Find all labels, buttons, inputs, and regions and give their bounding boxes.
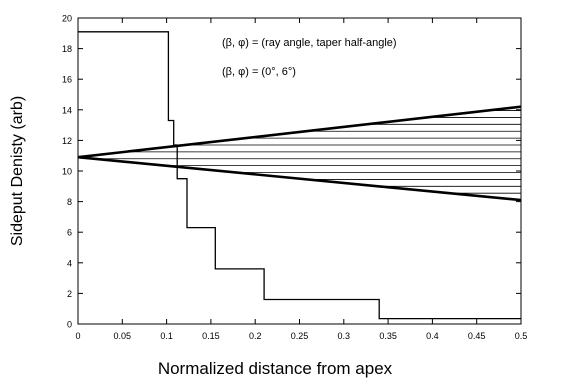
y-tick-label: 0 xyxy=(67,320,72,330)
y-axis-ticks: 0 2 4 6 8 10 12 14 16 18 20 xyxy=(62,14,521,330)
x-tick-label: 0.45 xyxy=(468,331,486,341)
wedge-boundary-line-2 xyxy=(77,155,522,202)
y-tick-label: 14 xyxy=(62,105,72,115)
y-tick-label: 12 xyxy=(62,136,72,146)
y-tick-label: 20 xyxy=(62,14,72,24)
x-tick-label: 0.5 xyxy=(515,331,528,341)
x-tick-label: 0.05 xyxy=(114,331,132,341)
annotation-definition: (β, φ) = (ray angle, taper half-angle) xyxy=(222,37,397,49)
hatched-region xyxy=(93,110,521,194)
y-tick-label: 8 xyxy=(67,197,72,207)
x-tick-label: 0 xyxy=(75,331,80,341)
wedge-boundary-line-1 xyxy=(77,105,522,159)
y-axis-label: Sideput Denisty (arb) xyxy=(9,96,26,246)
x-axis-label: Normalized distance from apex xyxy=(158,359,393,378)
x-tick-label: 0.3 xyxy=(338,331,351,341)
x-tick-label: 0.4 xyxy=(426,331,439,341)
x-tick-label: 0.1 xyxy=(160,331,173,341)
y-tick-label: 18 xyxy=(62,44,72,54)
series-layer xyxy=(77,31,522,320)
y-tick-label: 16 xyxy=(62,75,72,85)
y-tick-label: 6 xyxy=(67,228,72,238)
x-tick-label: 0.35 xyxy=(379,331,397,341)
x-tick-label: 0.2 xyxy=(249,331,262,341)
y-tick-label: 2 xyxy=(67,289,72,299)
y-tick-label: 4 xyxy=(67,258,72,268)
x-tick-label: 0.15 xyxy=(202,331,220,341)
annotation-values: (β, φ) = (0°, 6°) xyxy=(222,66,296,78)
sideput-step-line xyxy=(78,31,521,320)
x-tick-label: 0.25 xyxy=(291,331,309,341)
y-tick-label: 10 xyxy=(62,167,72,177)
x-axis-ticks: 0 0.05 0.1 0.15 0.2 0.25 0.3 0.35 0.4 0.45 0.5 xyxy=(75,18,527,341)
plot-frame xyxy=(77,17,522,325)
